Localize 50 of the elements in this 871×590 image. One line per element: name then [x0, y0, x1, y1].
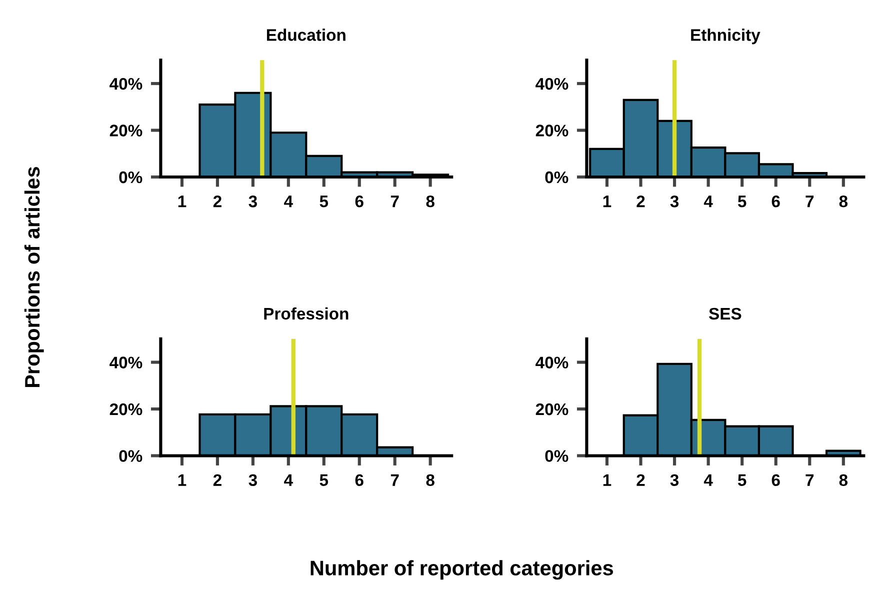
x-tick-label: 5	[320, 474, 328, 486]
x-tick-label: 7	[806, 196, 814, 208]
x-tick-label: 4	[704, 474, 713, 486]
y-tick-label: 40%	[536, 78, 568, 90]
x-tick-label: 8	[426, 195, 434, 208]
x-tick-label: 6	[355, 474, 364, 486]
x-tick-label: 3	[670, 474, 679, 486]
x-tick-label: 7	[390, 196, 399, 208]
x-tick-label: 3	[248, 195, 257, 208]
y-axis-title: Proportions of articles	[24, 167, 44, 388]
y-tick-label: 0%	[545, 450, 568, 462]
y-tick-label: 20%	[536, 403, 568, 416]
y-tick-label: 0%	[119, 171, 142, 184]
y-tick-label: 40%	[536, 356, 568, 368]
x-tick-label: 2	[213, 474, 222, 486]
y-tick-label: 0%	[545, 171, 568, 184]
x-tick-label: 4	[704, 196, 713, 208]
x-tick-label: 8	[839, 474, 848, 486]
x-tick-label: 5	[320, 196, 328, 208]
y-tick-label: 40%	[110, 356, 142, 368]
x-tick-label: 7	[390, 474, 399, 486]
chart-title: SES	[709, 308, 742, 320]
x-tick-label: 6	[355, 195, 364, 208]
y-tick-label: 0%	[119, 450, 142, 462]
x-tick-label: 1	[603, 196, 612, 208]
x-tick-label: 6	[772, 195, 780, 208]
y-tick-label: 20%	[536, 124, 568, 136]
x-tick-label: 8	[839, 195, 848, 208]
x-axis-title: Number of reported categories	[310, 560, 614, 580]
x-tick-label: 3	[670, 195, 679, 208]
chart-title: Education	[266, 28, 346, 41]
x-tick-label: 5	[738, 196, 746, 208]
chart-title: Ethnicity	[691, 28, 760, 44]
y-tick-label: 20%	[110, 403, 142, 416]
x-tick-label: 4	[284, 474, 293, 486]
x-tick-label: 6	[772, 474, 780, 486]
y-tick-label: 20%	[110, 124, 142, 136]
x-tick-label: 3	[248, 474, 257, 486]
x-tick-label: 2	[636, 195, 645, 208]
x-tick-label: 2	[636, 474, 645, 486]
x-tick-label: 1	[178, 196, 186, 208]
x-tick-label: 2	[213, 195, 222, 208]
chart-title: Profession	[264, 307, 348, 320]
x-tick-label: 1	[603, 474, 612, 486]
y-tick-label: 40%	[110, 78, 142, 90]
x-tick-label: 8	[426, 474, 434, 486]
x-tick-label: 4	[284, 196, 293, 208]
x-tick-label: 1	[178, 474, 186, 486]
x-tick-label: 7	[806, 474, 814, 486]
x-tick-label: 5	[738, 474, 746, 486]
